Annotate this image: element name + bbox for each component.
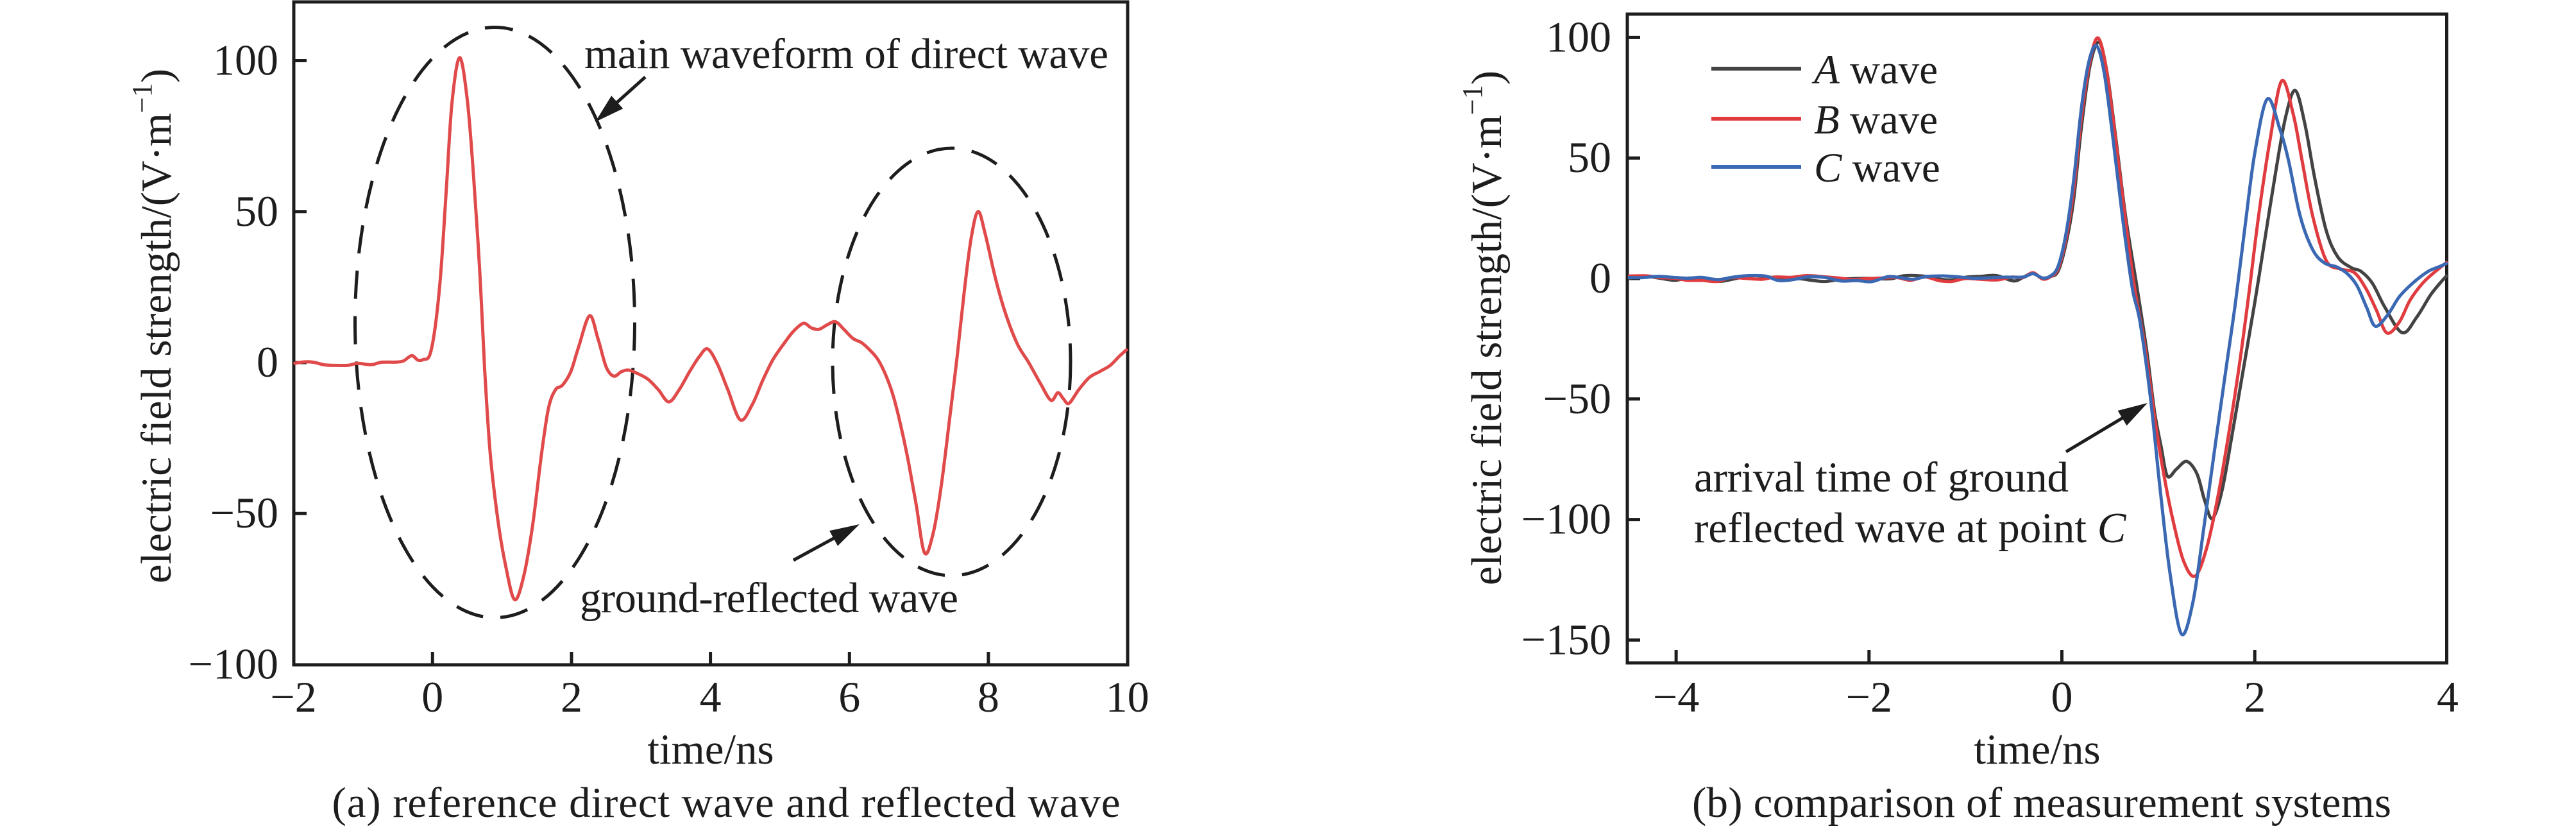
svg-text:4: 4 <box>700 673 722 721</box>
svg-text:−50: −50 <box>210 488 278 537</box>
svg-text:−2: −2 <box>270 673 316 721</box>
svg-text:main waveform of direct wave: main waveform of direct wave <box>584 30 1108 78</box>
svg-text:50: 50 <box>235 187 278 236</box>
svg-text:−100: −100 <box>1521 495 1611 544</box>
svg-text:arrival time of ground: arrival time of ground <box>1694 454 2069 501</box>
svg-text:8: 8 <box>978 673 999 721</box>
svg-text:−50: −50 <box>1543 374 1611 423</box>
svg-text:(b) comparison of measurement: (b) comparison of measurement systems <box>1692 779 2391 827</box>
svg-text:C wave: C wave <box>1814 145 1940 191</box>
svg-text:4: 4 <box>2437 673 2459 721</box>
svg-text:2: 2 <box>561 673 582 721</box>
svg-text:time/ns: time/ns <box>647 726 774 773</box>
svg-text:0: 0 <box>257 338 278 386</box>
svg-text:0: 0 <box>2051 673 2073 721</box>
svg-text:100: 100 <box>1546 12 1611 61</box>
svg-text:0: 0 <box>421 673 443 721</box>
svg-text:(a) reference direct wave and: (a) reference direct wave and reflected … <box>332 779 1121 827</box>
svg-text:0: 0 <box>1589 253 1611 302</box>
svg-text:A wave: A wave <box>1811 47 1938 93</box>
svg-text:100: 100 <box>213 36 278 85</box>
svg-text:electric field strength/(V·m−1: electric field strength/(V·m−1) <box>126 69 180 583</box>
svg-text:50: 50 <box>1568 133 1611 182</box>
svg-text:−4: −4 <box>1653 673 1699 721</box>
svg-text:B wave: B wave <box>1814 97 1938 143</box>
svg-text:reflected wave at point C: reflected wave at point C <box>1694 504 2127 552</box>
svg-text:−100: −100 <box>189 640 278 689</box>
svg-text:2: 2 <box>2244 673 2266 721</box>
svg-text:−150: −150 <box>1521 615 1611 664</box>
svg-text:time/ns: time/ns <box>1974 726 2100 773</box>
svg-text:6: 6 <box>838 673 860 721</box>
svg-text:electric field strength/(V·m−1: electric field strength/(V·m−1) <box>1457 71 1511 585</box>
svg-text:−2: −2 <box>1846 673 1892 721</box>
svg-text:ground-reflected wave: ground-reflected wave <box>580 574 958 622</box>
svg-text:10: 10 <box>1106 673 1149 721</box>
